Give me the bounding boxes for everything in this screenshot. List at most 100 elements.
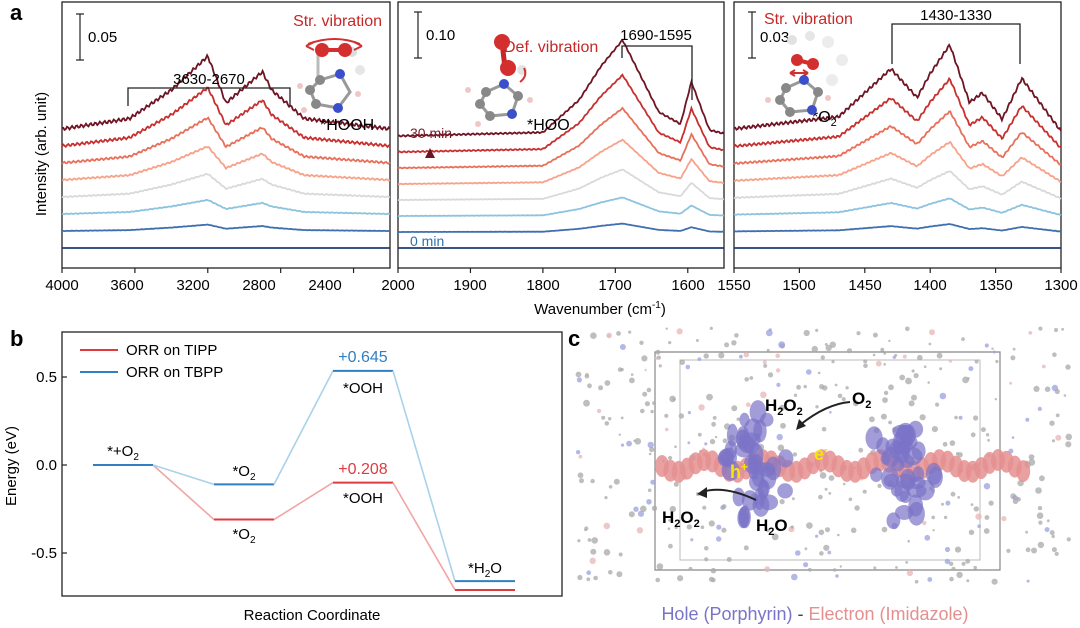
- atom: [792, 497, 795, 501]
- panel-a1-mode-label: Str. vibration: [293, 13, 382, 30]
- hole-density: [925, 462, 942, 485]
- atom: [584, 373, 590, 379]
- atom: [819, 551, 824, 556]
- hole-density: [720, 447, 737, 468]
- atom: [743, 545, 749, 551]
- atom: [984, 515, 990, 520]
- atom: [842, 482, 846, 486]
- atom: [902, 354, 907, 359]
- atom: [777, 444, 785, 452]
- atom: [877, 483, 882, 488]
- spectrum-line: [397, 73, 725, 154]
- atom: [835, 574, 839, 578]
- hole-density: [735, 429, 751, 448]
- atom: [894, 353, 898, 357]
- atom: [850, 527, 857, 534]
- atom: [688, 566, 693, 571]
- atom: [911, 369, 915, 373]
- atom: [687, 441, 691, 445]
- atom: [618, 552, 623, 557]
- tick-label: 1700: [598, 277, 631, 294]
- atom: [1025, 417, 1030, 422]
- atom: [1025, 547, 1031, 553]
- atom: [608, 570, 613, 575]
- atom: [1055, 434, 1062, 441]
- tick-label: 1550: [717, 277, 750, 294]
- atom: [970, 432, 976, 438]
- atom: [714, 435, 718, 439]
- atom: [931, 426, 939, 433]
- atom: [766, 348, 770, 352]
- hole-density: [739, 505, 751, 529]
- atom: [804, 547, 808, 551]
- atom: [883, 363, 886, 366]
- hole-density: [885, 438, 901, 454]
- atom: [944, 546, 951, 553]
- atom: [829, 341, 836, 348]
- atom: [704, 557, 709, 562]
- atom: [803, 329, 810, 337]
- atom: [974, 359, 979, 364]
- atom: [1044, 386, 1051, 393]
- atom: [846, 348, 853, 354]
- atom: [824, 343, 828, 346]
- panel-b-frame: [61, 331, 563, 597]
- atom: [633, 439, 636, 442]
- atom: [823, 544, 830, 551]
- tick-label: 2800: [242, 277, 275, 294]
- atom: [831, 360, 835, 364]
- spectrum-line: [397, 138, 725, 186]
- atom: [697, 432, 702, 437]
- atom: [583, 399, 590, 407]
- atom: [776, 382, 781, 387]
- panel-a2-mode-label: Def. vibration: [504, 39, 598, 56]
- atom: [679, 359, 685, 366]
- spectrum-line: [397, 196, 725, 218]
- atom: [686, 524, 692, 530]
- atom: [1001, 516, 1007, 522]
- atom: [1065, 441, 1072, 448]
- atom: [763, 363, 768, 368]
- level-label: *OOH: [343, 380, 383, 397]
- spectrum-line: [734, 223, 1062, 233]
- energy-connector: [392, 370, 456, 582]
- atom: [633, 506, 639, 512]
- tick-label: 1300: [1044, 277, 1077, 294]
- panel-a3-spectra: [733, 43, 1062, 249]
- atom: [987, 438, 990, 442]
- atom: [779, 404, 786, 411]
- atom: [644, 368, 647, 372]
- atom: [665, 327, 668, 330]
- spectrum-line: [733, 140, 1062, 183]
- atom: [958, 415, 963, 420]
- panel-a1-scale-bar-value: 0.05: [88, 29, 117, 46]
- hole-density: [876, 437, 890, 455]
- atom: [837, 393, 843, 399]
- time-arrow-head: [425, 148, 435, 158]
- panel-a2-spectra: [397, 39, 725, 249]
- energy-connector: [152, 464, 215, 486]
- band-bracket-a3: [891, 23, 1021, 64]
- atom: [762, 360, 767, 365]
- atom: [586, 577, 591, 582]
- atom: [668, 341, 672, 345]
- panel-a-x-axis-label: Wavenumber (cm-1): [534, 300, 666, 318]
- atom: [965, 558, 971, 564]
- hole-symbol: h+: [730, 460, 748, 482]
- hole-density: [870, 467, 883, 483]
- atom: [1049, 530, 1055, 536]
- atom: [708, 576, 715, 582]
- atom: [839, 565, 842, 568]
- atom: [828, 475, 835, 481]
- atom: [905, 377, 912, 385]
- atom: [834, 383, 838, 387]
- molecule-hooh-illustration: [297, 38, 365, 113]
- atom: [587, 383, 592, 389]
- energy-connector: [152, 464, 215, 521]
- atom: [995, 359, 999, 364]
- atom: [721, 527, 727, 533]
- spectrum-line: [61, 198, 391, 216]
- atom: [668, 543, 673, 549]
- atom: [1065, 364, 1071, 370]
